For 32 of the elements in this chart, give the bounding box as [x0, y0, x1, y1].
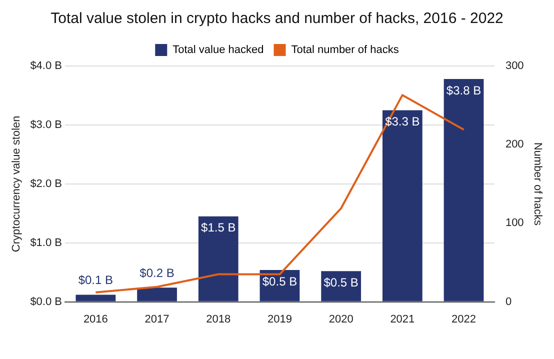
x-tick-label: 2016 [83, 313, 108, 326]
x-tick-label: 2020 [328, 313, 354, 326]
data-label: $3.8 B [446, 83, 482, 98]
bar [76, 294, 116, 302]
bar [137, 288, 177, 302]
y-tick-label: $1.0 B [30, 236, 62, 249]
data-label: $0.5 B [262, 274, 298, 288]
legend-label: Total number of hacks [291, 44, 400, 56]
bar [444, 78, 484, 302]
bar [382, 110, 422, 302]
bar [198, 216, 238, 302]
y-tick-label: $4.0 B [30, 60, 62, 72]
x-tick-label: 2021 [390, 313, 415, 326]
x-tick-label: 2017 [144, 313, 170, 326]
y2-tick-label: 200 [505, 138, 524, 151]
data-label: $1.5 B [201, 220, 236, 235]
y-axis-title: Cryptocurrency value stolen [10, 116, 23, 252]
y2-axis-title: Number of hacks [531, 142, 544, 226]
data-label: $0.1 B [78, 273, 114, 288]
x-tick-label: 2022 [452, 313, 476, 326]
chart-title: Total value stolen in crypto hacks and number of hacks, 2016 - 2022 [50, 10, 504, 28]
y-tick-label: $3.0 B [30, 118, 62, 131]
y-tick-label: $2.0 B [30, 178, 62, 190]
legend-label: Total value hacked [172, 44, 264, 56]
y2-tick-label: 300 [505, 60, 524, 72]
x-tick-label: 2019 [267, 313, 292, 326]
data-label: $0.2 B [140, 266, 174, 280]
x-tick-label: 2018 [206, 313, 231, 326]
y2-tick-label: 0 [505, 296, 512, 308]
data-label: $0.5 B [324, 275, 358, 290]
y2-tick-label: 100 [505, 217, 524, 230]
y-tick-label: $0.0 B [30, 296, 62, 308]
